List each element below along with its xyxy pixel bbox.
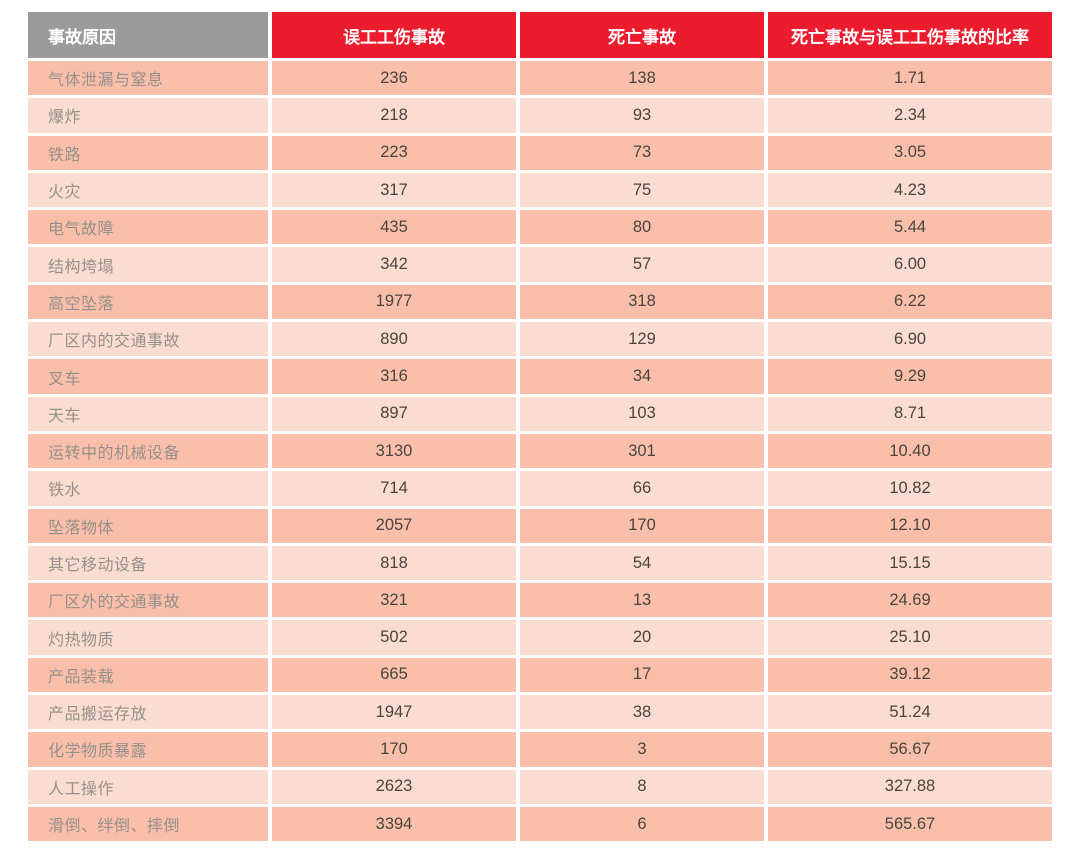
value-cell: 2623 [272,769,516,804]
value-cell: 223 [272,135,516,170]
accident-cause-cell: 产品搬运存放 [28,695,268,730]
accident-cause-cell: 人工操作 [28,769,268,804]
value-cell: 8.71 [768,396,1052,431]
value-cell: 890 [272,322,516,357]
value-cell: 316 [272,359,516,394]
value-cell: 1977 [272,284,516,320]
accident-cause-cell: 厂区内的交通事故 [28,322,268,357]
value-cell: 327.88 [768,769,1052,804]
value-cell: 6.90 [768,322,1052,357]
value-cell: 6.00 [768,247,1052,282]
column-header-accident-cause: 事故原因 [28,12,268,58]
value-cell: 38 [520,695,764,730]
value-cell: 236 [272,61,516,96]
accident-cause-cell: 爆炸 [28,98,268,133]
value-cell: 56.67 [768,732,1052,767]
value-cell: 34 [520,359,764,394]
accident-cause-cell: 高空坠落 [28,284,268,320]
value-cell: 1.71 [768,61,1052,96]
value-cell: 170 [520,508,764,543]
value-cell: 138 [520,61,764,96]
value-cell: 8 [520,769,764,804]
accident-cause-cell: 叉车 [28,359,268,394]
value-cell: 20 [520,620,764,655]
accident-cause-cell: 天车 [28,396,268,431]
value-cell: 3 [520,732,764,767]
accident-cause-cell: 化学物质暴露 [28,732,268,767]
accident-cause-cell: 铁路 [28,135,268,170]
value-cell: 24.69 [768,583,1052,618]
accident-cause-cell: 灼热物质 [28,620,268,655]
value-cell: 17 [520,657,764,693]
value-cell: 73 [520,135,764,170]
accident-cause-cell: 厂区外的交通事故 [28,583,268,618]
value-cell: 39.12 [768,657,1052,693]
value-cell: 2.34 [768,98,1052,133]
value-cell: 10.40 [768,433,1052,469]
accident-cause-cell: 其它移动设备 [28,545,268,581]
value-cell: 435 [272,210,516,245]
value-cell: 897 [272,396,516,431]
accident-cause-cell: 气体泄漏与窒息 [28,61,268,96]
value-cell: 2057 [272,508,516,543]
value-cell: 1947 [272,695,516,730]
value-cell: 9.29 [768,359,1052,394]
value-cell: 93 [520,98,764,133]
accident-cause-cell: 运转中的机械设备 [28,433,268,469]
value-cell: 12.10 [768,508,1052,543]
value-cell: 301 [520,433,764,469]
value-cell: 502 [272,620,516,655]
value-cell: 170 [272,732,516,767]
value-cell: 75 [520,172,764,208]
value-cell: 10.82 [768,471,1052,506]
accident-cause-cell: 坠落物体 [28,508,268,543]
value-cell: 318 [520,284,764,320]
value-cell: 6 [520,806,764,842]
value-cell: 129 [520,322,764,357]
value-cell: 818 [272,545,516,581]
column-header-fatal-to-injury-ratio: 死亡事故与误工工伤事故的比率 [768,12,1052,58]
accident-cause-cell: 电气故障 [28,210,268,245]
value-cell: 13 [520,583,764,618]
value-cell: 51.24 [768,695,1052,730]
value-cell: 15.15 [768,545,1052,581]
value-cell: 57 [520,247,764,282]
value-cell: 321 [272,583,516,618]
value-cell: 342 [272,247,516,282]
value-cell: 714 [272,471,516,506]
value-cell: 25.10 [768,620,1052,655]
value-cell: 218 [272,98,516,133]
column-header-lost-time-injuries: 误工工伤事故 [272,12,516,58]
value-cell: 665 [272,657,516,693]
accident-cause-cell: 铁水 [28,471,268,506]
accident-cause-cell: 滑倒、绊倒、摔倒 [28,806,268,842]
accident-cause-cell: 产品装载 [28,657,268,693]
value-cell: 6.22 [768,284,1052,320]
value-cell: 3394 [272,806,516,842]
value-cell: 4.23 [768,172,1052,208]
value-cell: 54 [520,545,764,581]
value-cell: 3130 [272,433,516,469]
accident-statistics-table: 事故原因 误工工伤事故 死亡事故 死亡事故与误工工伤事故的比率 气体泄漏与窒息 2… [28,12,1052,842]
accident-cause-cell: 结构垮塌 [28,247,268,282]
value-cell: 317 [272,172,516,208]
value-cell: 5.44 [768,210,1052,245]
value-cell: 3.05 [768,135,1052,170]
accident-cause-cell: 火灾 [28,172,268,208]
column-header-fatal-accidents: 死亡事故 [520,12,764,58]
value-cell: 103 [520,396,764,431]
value-cell: 66 [520,471,764,506]
value-cell: 80 [520,210,764,245]
value-cell: 565.67 [768,806,1052,842]
